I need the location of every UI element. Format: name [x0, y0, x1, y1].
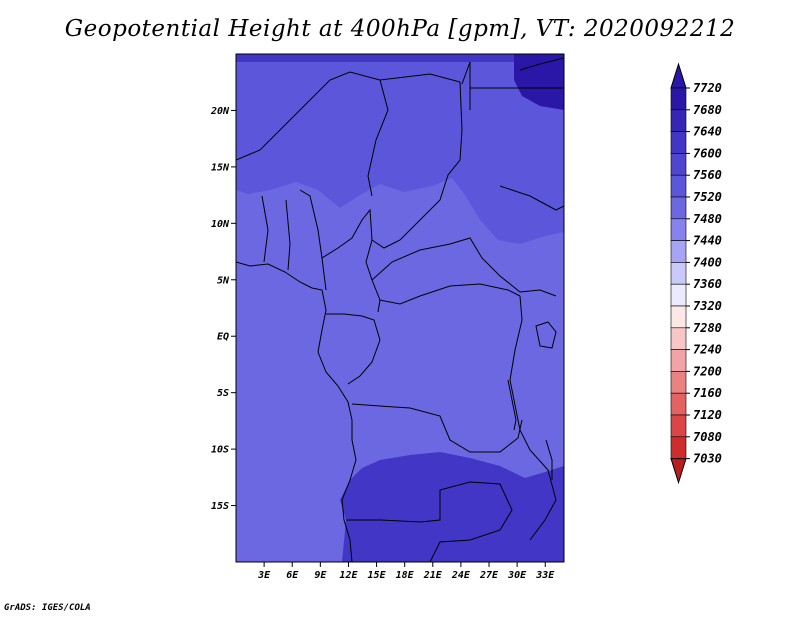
colorbar-level-label: 7160	[693, 386, 722, 400]
colorbar-swatch	[670, 327, 687, 350]
colorbar-swatch	[670, 240, 687, 263]
red-sea-coast	[519, 57, 564, 71]
colorbar-swatch	[670, 349, 687, 372]
colorbar-bottom-arrow	[670, 458, 687, 485]
colorbar-level-label: 7640	[693, 125, 722, 139]
colorbar-swatch	[670, 414, 687, 438]
border-east-africa	[509, 295, 557, 541]
border-car	[371, 237, 557, 297]
lake-tanganyika	[507, 379, 517, 431]
colorbar-swatch	[670, 262, 687, 285]
colorbar-level-label: 7440	[693, 234, 722, 248]
longitude-axis: 3E 6E 9E 12E 15E 18E 21E 24E 27E 30E 33E	[257, 562, 555, 581]
colorbar: 7720 7680 7640 7600 7560 7520 7480 7440 7400 7360…	[670, 62, 722, 485]
lat-tick-label: 20N	[210, 106, 230, 117]
colorbar-level-label: 7280	[693, 321, 722, 335]
colorbar-swatch	[670, 305, 687, 329]
lon-tick-label: 30E	[507, 570, 527, 581]
border-sudan-south	[499, 185, 564, 211]
colorbar-level-label: 7360	[693, 277, 722, 291]
border-cameroon	[321, 208, 381, 313]
border-nigeria	[299, 189, 327, 291]
colorbar-level-label: 7480	[693, 212, 722, 226]
colorbar-swatch	[670, 196, 687, 220]
border-gulf-states	[261, 195, 291, 271]
lat-tick-label: 5N	[217, 275, 230, 286]
colorbar-level-label: 7030	[693, 452, 722, 466]
colorbar-level-label: 7400	[693, 255, 722, 269]
colorbar-level-label: 7240	[693, 343, 722, 357]
lon-tick-label: 12E	[339, 570, 358, 581]
coastlines-borders	[236, 57, 564, 562]
colorbar-swatch	[670, 371, 687, 394]
field-7600-north-band	[236, 54, 564, 244]
lon-tick-label: 33E	[535, 570, 555, 581]
colorbar-swatch	[670, 392, 687, 416]
colorbar-level-label: 7600	[693, 146, 722, 160]
latitude-axis: 20N 15N 10N 5N EQ 5S 10S 15S	[210, 106, 236, 512]
lat-tick-label: 10S	[211, 445, 229, 456]
border-angola-south	[346, 481, 513, 562]
lon-tick-label: 24E	[451, 570, 471, 581]
height-field	[236, 54, 564, 562]
colorbar-level-label: 7320	[693, 299, 722, 313]
lon-tick-label: 9E	[314, 570, 327, 581]
colorbar-swatch	[670, 153, 687, 176]
lat-tick-label: 10N	[211, 219, 230, 230]
colorbar-top-arrow	[670, 62, 687, 89]
colorbar-level-label: 7680	[693, 103, 722, 117]
lon-tick-label: 15E	[368, 570, 387, 581]
lon-tick-label: 3E	[257, 570, 271, 581]
lon-tick-label: 6E	[286, 570, 299, 581]
lat-tick-label: EQ	[217, 332, 229, 343]
colorbar-level-label: 7720	[693, 81, 722, 95]
lat-tick-label: 5S	[217, 388, 229, 399]
colorbar-level-label: 7200	[693, 364, 722, 378]
colorbar-swatch	[670, 174, 687, 198]
colorbar-level-label: 7120	[693, 408, 722, 422]
border-chad-sudan	[461, 61, 564, 110]
lon-tick-label: 27E	[479, 570, 499, 581]
field-7640-north-band	[236, 54, 564, 62]
border-congo	[326, 313, 381, 385]
lon-tick-label: 18E	[396, 570, 415, 581]
colorbar-level-label: 7520	[693, 190, 722, 204]
west-africa-coastline	[236, 261, 357, 562]
lake-malawi	[545, 439, 553, 480]
map-title: Geopotential Height at 400hPa [gpm], VT:…	[64, 16, 736, 42]
colorbar-level-label: 7080	[693, 430, 722, 444]
colorbar-swatch	[670, 218, 687, 241]
grads-credit: GrADS: IGES/COLA	[4, 603, 91, 613]
border-niger-chad	[371, 73, 463, 249]
border-mali-niger	[236, 71, 389, 197]
colorbar-level-label: 7560	[693, 168, 722, 182]
map-frame	[235, 53, 565, 563]
lon-tick-label: 21E	[423, 570, 443, 581]
field-7600-south-band	[340, 452, 564, 562]
colorbar-swatch	[670, 109, 687, 132]
lake-victoria	[535, 321, 557, 349]
lat-tick-label: 15N	[211, 162, 230, 173]
lat-tick-label: 15S	[211, 501, 229, 512]
colorbar-swatch	[670, 131, 687, 154]
border-car-drc	[379, 283, 521, 305]
colorbar-swatch	[670, 87, 687, 111]
border-drc-angola	[351, 403, 523, 453]
colorbar-swatch	[670, 436, 687, 459]
colorbar-swatch	[670, 283, 687, 307]
